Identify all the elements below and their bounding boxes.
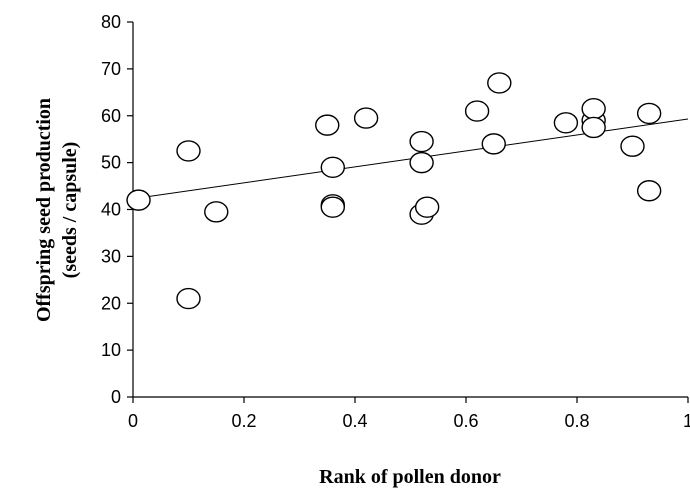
y-tick-label: 80	[101, 12, 121, 32]
data-point	[353, 107, 379, 129]
data-point	[581, 98, 606, 120]
data-point	[176, 287, 201, 310]
y-axis-title-line-2: (seeds / capsule)	[59, 142, 81, 279]
data-points	[126, 72, 662, 310]
data-point	[176, 140, 201, 162]
y-tick-label: 30	[101, 246, 121, 266]
data-point	[481, 133, 506, 155]
y-tick-label: 0	[111, 387, 121, 407]
x-tick-label: 1	[683, 411, 690, 431]
data-point	[409, 130, 434, 153]
x-tick-label: 0.8	[564, 411, 589, 431]
data-point	[487, 72, 512, 94]
axis-ticks: 0 10 20 30 40 50 60 70 80 0 0.2 0.4 0.6 0.8 1	[101, 12, 690, 431]
x-axis-title: Rank of pollen donor	[319, 466, 501, 488]
data-point	[414, 196, 440, 218]
y-tick-label: 60	[101, 106, 121, 126]
data-point	[636, 102, 662, 125]
data-point	[620, 135, 645, 157]
data-point	[409, 151, 434, 174]
y-tick-label: 10	[101, 340, 121, 360]
y-axis-title-line-1: Offspring seed production	[33, 98, 55, 322]
data-point	[320, 196, 345, 218]
data-point	[464, 100, 490, 122]
data-point	[636, 180, 662, 202]
x-tick-label: 0.2	[231, 411, 256, 431]
y-tick-label: 70	[101, 59, 121, 79]
data-point	[581, 116, 606, 139]
data-point	[126, 189, 151, 211]
y-tick-label: 40	[101, 200, 121, 220]
x-tick-label: 0.4	[342, 411, 367, 431]
y-axis-title: Offspring seed production (seeds / capsu…	[33, 98, 81, 322]
data-point	[315, 114, 340, 136]
data-point	[320, 156, 345, 179]
y-tick-label: 20	[101, 293, 121, 313]
x-tick-label: 0	[128, 411, 138, 431]
y-tick-label: 50	[101, 153, 121, 173]
data-point	[204, 201, 229, 223]
x-tick-label: 0.6	[453, 411, 478, 431]
data-point	[553, 112, 579, 134]
